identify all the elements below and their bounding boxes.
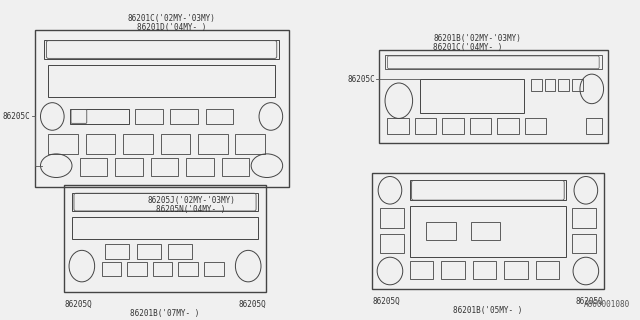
Bar bbox=[204, 262, 223, 276]
Bar bbox=[49, 134, 78, 154]
Text: 86201C('04MY- ): 86201C('04MY- ) bbox=[433, 43, 502, 52]
Bar bbox=[161, 134, 190, 154]
Bar bbox=[572, 234, 596, 253]
Bar bbox=[86, 134, 115, 154]
Bar bbox=[179, 262, 198, 276]
Text: 86205Q: 86205Q bbox=[372, 297, 400, 306]
Bar bbox=[198, 134, 228, 154]
Text: 86201D('04MY- ): 86201D('04MY- ) bbox=[137, 23, 206, 32]
Bar bbox=[410, 180, 566, 200]
Bar bbox=[70, 108, 129, 124]
Bar bbox=[558, 79, 569, 91]
Bar bbox=[497, 118, 519, 134]
Bar bbox=[441, 261, 465, 279]
Text: 86205Q: 86205Q bbox=[238, 300, 266, 308]
Bar bbox=[137, 244, 161, 259]
Text: 86205J('02MY-'03MY): 86205J('02MY-'03MY) bbox=[147, 196, 235, 205]
Text: 86201B('07MY- ): 86201B('07MY- ) bbox=[131, 309, 200, 318]
Bar bbox=[135, 108, 163, 124]
Bar bbox=[206, 108, 234, 124]
Bar bbox=[572, 79, 583, 91]
Bar bbox=[372, 172, 604, 289]
Bar bbox=[531, 79, 541, 91]
Bar bbox=[35, 30, 289, 187]
Bar bbox=[127, 262, 147, 276]
Bar bbox=[44, 40, 279, 60]
Bar bbox=[572, 208, 596, 228]
Bar bbox=[415, 118, 436, 134]
Bar bbox=[387, 118, 409, 134]
Text: A860001080: A860001080 bbox=[584, 300, 630, 309]
Bar bbox=[473, 261, 496, 279]
Bar bbox=[80, 158, 108, 176]
Text: 86205N('04MY- ): 86205N('04MY- ) bbox=[156, 205, 226, 214]
Bar bbox=[410, 206, 566, 257]
Bar bbox=[426, 222, 456, 239]
Bar bbox=[236, 134, 265, 154]
Bar bbox=[106, 244, 129, 259]
Bar bbox=[410, 261, 433, 279]
Bar bbox=[221, 158, 249, 176]
Bar bbox=[64, 185, 266, 292]
Bar bbox=[380, 208, 404, 228]
Text: 86201B('02MY-'03MY): 86201B('02MY-'03MY) bbox=[433, 34, 521, 43]
Bar bbox=[170, 108, 198, 124]
Bar bbox=[470, 222, 500, 239]
Bar bbox=[470, 118, 492, 134]
Bar bbox=[115, 158, 143, 176]
Text: 86201C('02MY-'03MY): 86201C('02MY-'03MY) bbox=[127, 14, 216, 23]
Bar bbox=[379, 50, 607, 143]
Bar bbox=[123, 134, 153, 154]
Bar bbox=[420, 79, 524, 113]
Text: 86201B('05MY- ): 86201B('05MY- ) bbox=[453, 307, 523, 316]
Bar bbox=[153, 262, 172, 276]
Bar bbox=[380, 234, 404, 253]
Bar bbox=[186, 158, 214, 176]
Bar bbox=[102, 262, 121, 276]
Text: 86205C: 86205C bbox=[3, 112, 31, 121]
Bar bbox=[72, 217, 258, 238]
Text: 86205C: 86205C bbox=[348, 75, 375, 84]
Text: 86205Q: 86205Q bbox=[576, 297, 604, 306]
Bar bbox=[72, 193, 258, 211]
Bar bbox=[545, 79, 556, 91]
Bar bbox=[525, 118, 547, 134]
Bar bbox=[536, 261, 559, 279]
Bar bbox=[442, 118, 464, 134]
Bar bbox=[586, 118, 602, 134]
Text: 86205Q: 86205Q bbox=[64, 300, 92, 308]
Bar bbox=[151, 158, 179, 176]
Bar bbox=[49, 65, 275, 97]
Bar bbox=[385, 55, 602, 69]
Bar bbox=[168, 244, 192, 259]
Bar bbox=[504, 261, 528, 279]
